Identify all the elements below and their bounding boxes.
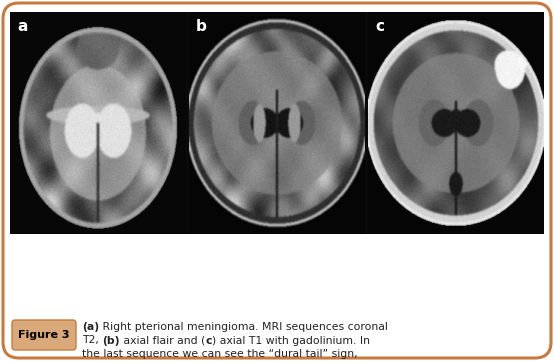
Text: Figure 3: Figure 3 (18, 330, 70, 340)
Text: b: b (196, 19, 207, 34)
Text: (a): (a) (82, 322, 99, 332)
Text: ) axial T1 with gadolinium. In: ) axial T1 with gadolinium. In (212, 335, 370, 345)
Bar (10, 12, 544, 234)
Text: (b): (b) (102, 335, 120, 345)
Text: Right pterional meningioma. MRI sequences coronal: Right pterional meningioma. MRI sequence… (99, 322, 388, 332)
Text: axial flair and (: axial flair and ( (120, 335, 205, 345)
FancyBboxPatch shape (12, 320, 76, 350)
Text: the last sequence we can see the “dural tail” sign,: the last sequence we can see the “dural … (82, 349, 358, 359)
Text: T2,: T2, (82, 335, 102, 345)
Text: c: c (205, 335, 212, 345)
Text: a: a (17, 19, 27, 34)
FancyBboxPatch shape (3, 3, 551, 358)
Text: c: c (375, 19, 384, 34)
